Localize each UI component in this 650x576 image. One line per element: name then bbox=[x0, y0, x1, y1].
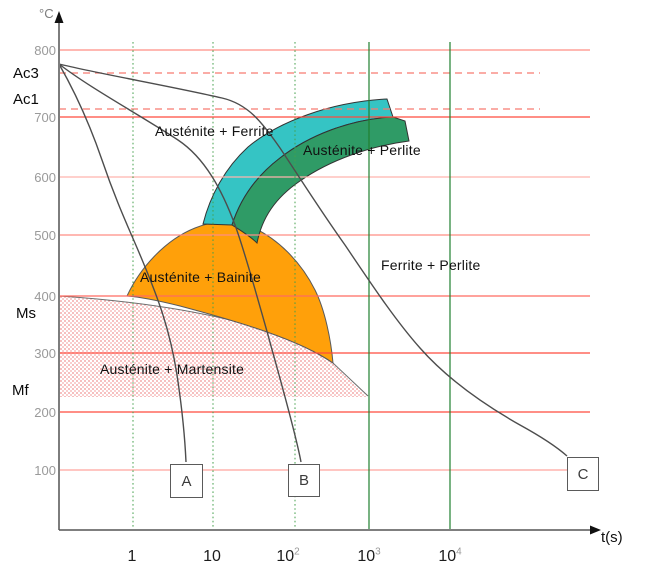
ms-label: Ms bbox=[16, 305, 36, 322]
perlite-band bbox=[231, 116, 410, 245]
y-tick-500: 500 bbox=[34, 228, 56, 243]
x-tick-100-base: 10 bbox=[276, 548, 295, 565]
cooling-curves bbox=[58, 63, 568, 463]
x-tick-10000-exp: 4 bbox=[456, 546, 462, 558]
red-gridlines bbox=[59, 49, 590, 471]
y-tick-200: 200 bbox=[34, 405, 56, 420]
x-tick-10: 10 bbox=[203, 548, 221, 566]
curve-box-a: A bbox=[170, 464, 203, 498]
region-label-austenite-martensite: Austénite + Martensite bbox=[100, 361, 245, 377]
region-label-austenite-perlite: Austénite + Perlite bbox=[303, 142, 421, 158]
axes bbox=[54, 11, 601, 535]
x-tick-1000-base: 10 bbox=[357, 548, 376, 565]
y-tick-400: 400 bbox=[34, 289, 56, 304]
bainite-dome bbox=[126, 221, 334, 365]
dashed-critical-lines bbox=[59, 72, 540, 110]
ac3-label: Ac3 bbox=[13, 65, 39, 82]
curve-box-c: C bbox=[567, 457, 599, 491]
region-label-austenite-bainite: Austénite + Bainite bbox=[140, 269, 261, 285]
x-axis-label: t(s) bbox=[601, 529, 623, 546]
mf-label: Mf bbox=[12, 382, 29, 399]
x-tick-10000: 104 bbox=[438, 546, 462, 566]
x-tick-1-base: 1 bbox=[127, 548, 137, 565]
cooling-curve-b bbox=[58, 63, 302, 463]
y-tick-700: 700 bbox=[34, 110, 56, 125]
x-tick-10-base: 10 bbox=[203, 548, 221, 565]
y-tick-600: 600 bbox=[34, 170, 56, 185]
curve-box-b: B bbox=[288, 464, 320, 497]
x-axis-arrow-icon bbox=[590, 525, 601, 535]
martensite-region bbox=[59, 296, 368, 397]
cooling-curve-c bbox=[58, 63, 568, 457]
x-tick-100-exp: 2 bbox=[294, 546, 300, 558]
x-tick-1: 1 bbox=[128, 548, 137, 566]
y-tick-800: 800 bbox=[34, 43, 56, 58]
y-tick-300: 300 bbox=[34, 346, 56, 361]
region-label-austenite-ferrite: Austénite + Ferrite bbox=[155, 123, 274, 139]
x-tick-100: 102 bbox=[276, 546, 300, 566]
y-tick-100: 100 bbox=[34, 463, 56, 478]
region-label-ferrite-perlite: Ferrite + Perlite bbox=[381, 257, 481, 273]
y-axis-arrow-icon bbox=[54, 11, 64, 23]
ac1-label: Ac1 bbox=[13, 91, 39, 108]
green-gridlines bbox=[132, 42, 451, 529]
x-tick-10000-base: 10 bbox=[438, 548, 457, 565]
y-axis-unit-label: °C bbox=[39, 6, 54, 21]
x-tick-1000: 103 bbox=[357, 546, 381, 566]
x-tick-1000-exp: 3 bbox=[375, 546, 381, 558]
cooling-curve-a bbox=[58, 63, 187, 463]
